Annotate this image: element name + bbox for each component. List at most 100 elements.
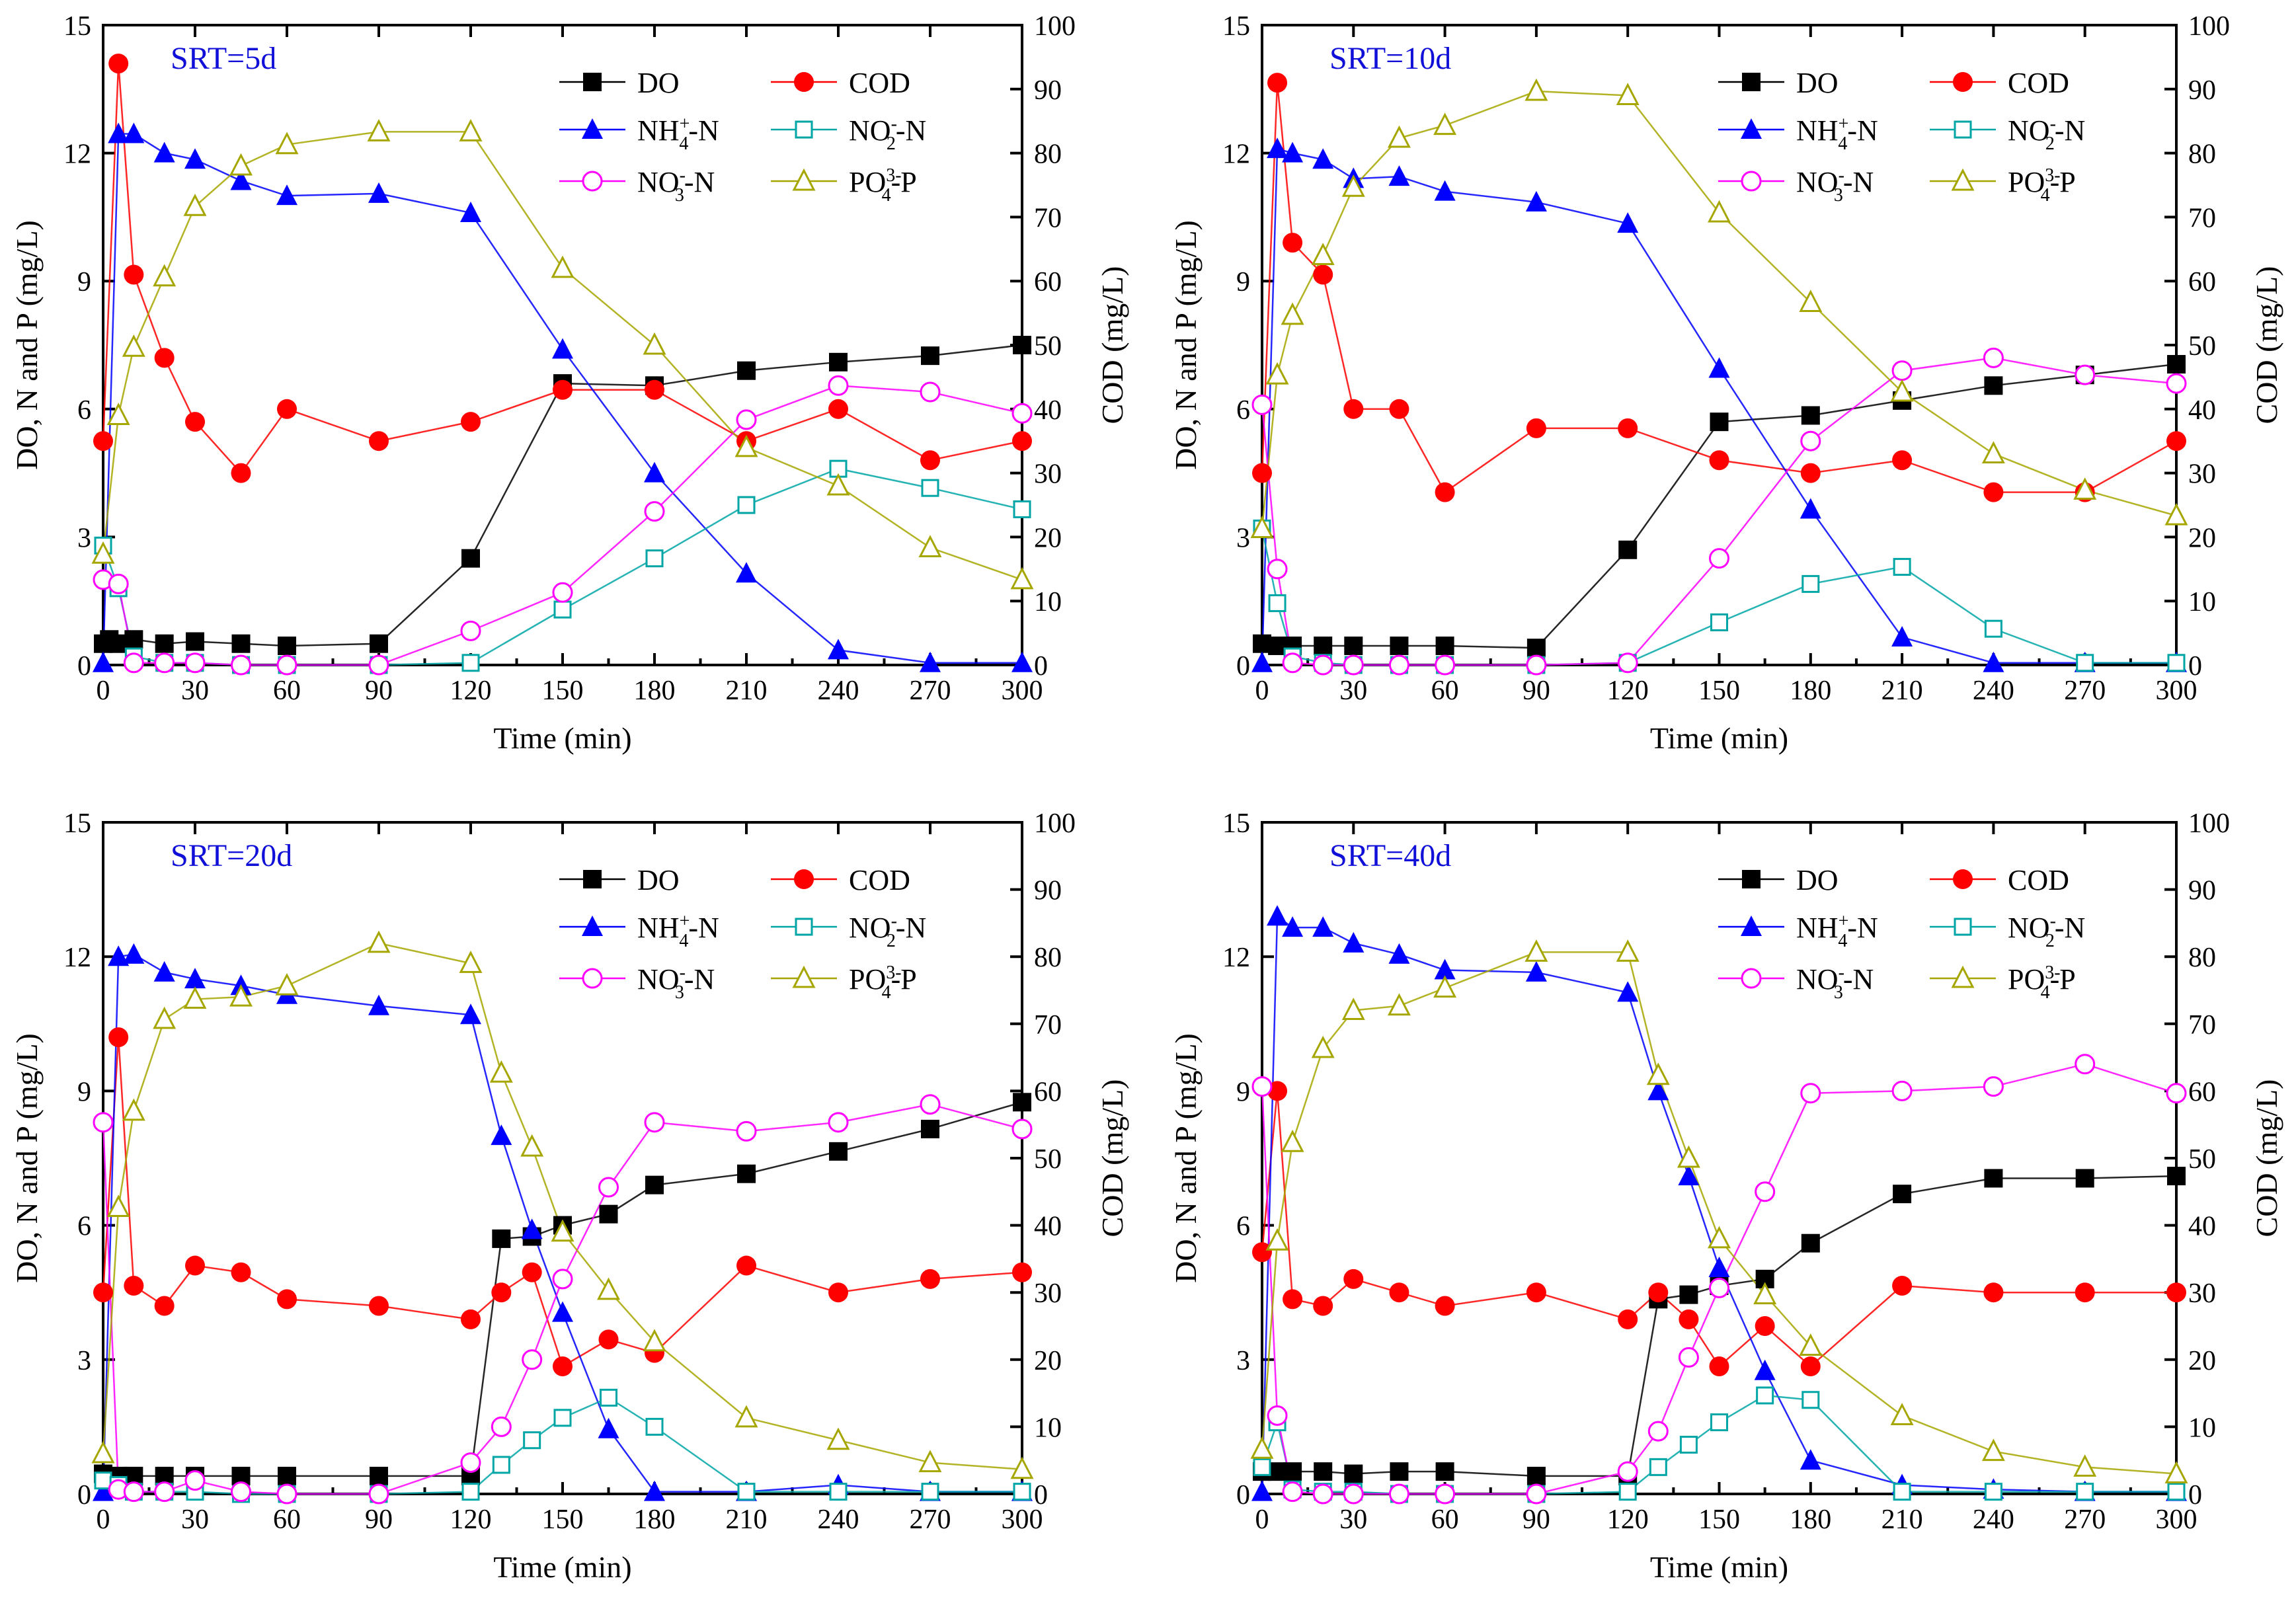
data-point-no3 [1282, 652, 1303, 674]
data-point-po4 [551, 255, 574, 278]
y2-tick-label: 20 [1034, 1346, 1062, 1376]
x-tick-label: 300 [1002, 676, 1043, 706]
data-point-cod [491, 1282, 512, 1303]
legend-main: NO [637, 963, 680, 996]
data-point-no2 [1253, 1458, 1271, 1476]
legend-main: PO [2008, 166, 2045, 198]
data-point-po4 [275, 132, 299, 155]
data-point-nh4 [1011, 651, 1033, 672]
x-tick-label: 150 [542, 1505, 584, 1535]
y2-tick-label: 10 [1034, 587, 1062, 617]
x-tick-label: 270 [910, 676, 951, 706]
legend-label-no3: NO-3-N [1796, 165, 1874, 206]
y-tick-label: 15 [1222, 808, 1250, 839]
data-point-cod [828, 399, 848, 419]
y-tick-label: 9 [77, 1077, 91, 1107]
x-tick-label: 240 [818, 676, 859, 706]
data-point-do [1390, 1462, 1409, 1481]
y2-tick-label: 40 [2188, 1212, 2216, 1242]
data-point-po4 [551, 1219, 574, 1242]
x-tick-label: 90 [365, 1505, 393, 1535]
data-point-po4 [91, 541, 115, 564]
data-point-nh4 [368, 994, 389, 1015]
data-point-cod [1892, 450, 1913, 471]
y2-tick-label: 10 [1034, 1413, 1062, 1443]
y2-tick-label: 40 [2188, 395, 2216, 426]
data-point-nh4 [1708, 357, 1730, 378]
data-point-cod [461, 1309, 481, 1329]
data-point-po4 [91, 1440, 115, 1464]
data-point-cod [1648, 1282, 1669, 1303]
data-point-po4 [918, 535, 942, 558]
legend-sup: 3- [886, 165, 901, 186]
legend-sub: 2 [2045, 134, 2055, 154]
data-point-nh4 [1282, 141, 1304, 163]
data-point-no3 [276, 1483, 297, 1505]
legend-suffix: -P [2050, 963, 2076, 996]
data-point-no3 [2075, 364, 2096, 385]
legend-main: DO [1796, 67, 1839, 99]
data-point-po4 [1616, 939, 1640, 962]
data-point-nh4 [1312, 148, 1334, 169]
legend-suffix: -N [688, 114, 719, 147]
legend-label-no2: NO-2-N [849, 114, 926, 154]
legend-main: PO [2008, 963, 2045, 996]
legend-sup: - [2050, 114, 2056, 134]
legend-marker-po4 [1951, 965, 1975, 988]
data-point-nh4 [1525, 960, 1547, 982]
y2-tick-label: 80 [2188, 139, 2216, 170]
x-axis-title: Time (min) [1650, 721, 1788, 755]
data-point-cod [231, 463, 251, 483]
legend-main: NH [1796, 912, 1839, 944]
data-point-do [1526, 639, 1546, 658]
data-point-no3 [1755, 1181, 1776, 1202]
data-point-nh4 [598, 1417, 619, 1438]
x-tick-label: 30 [181, 676, 209, 706]
data-point-po4 [1981, 441, 2005, 464]
data-point-no3 [736, 1120, 757, 1142]
data-point-po4 [1311, 243, 1335, 265]
y2-tick-label: 70 [1034, 203, 1062, 233]
data-point-nh4 [736, 562, 757, 583]
data-point-cod [1267, 73, 1288, 93]
data-point-no3 [1011, 403, 1033, 424]
legend-marker-nh4 [582, 118, 603, 139]
y2-tick-label: 100 [1034, 11, 1076, 42]
data-point-cod [124, 264, 144, 285]
y2-tick-label: 90 [2188, 75, 2216, 106]
data-point-do [278, 636, 296, 655]
data-point-no3 [1891, 1080, 1913, 1101]
data-point-no2 [1801, 574, 1820, 593]
data-point-cod [369, 431, 389, 451]
y2-axis-title: COD (mg/L) [2250, 1079, 2283, 1237]
y2-axis-title: COD (mg/L) [2250, 266, 2283, 424]
legend-main: NO [2008, 114, 2050, 147]
y-axis-title: DO, N and P (mg/L) [10, 220, 44, 470]
data-point-no2 [492, 1456, 510, 1474]
legend-main: NH [637, 114, 680, 147]
legend-sub: 4 [679, 931, 688, 951]
x-tick-label: 0 [97, 676, 110, 706]
x-tick-label: 240 [818, 1505, 859, 1535]
data-point-po4 [1281, 1130, 1304, 1152]
data-point-po4 [367, 930, 391, 953]
data-point-no3 [1526, 1483, 1547, 1505]
y2-tick-label: 50 [1034, 1144, 1062, 1175]
legend-label-po4: PO3-4-P [849, 165, 917, 206]
legend-main: NO [849, 912, 891, 944]
data-point-no3 [491, 1416, 512, 1437]
y2-tick-label: 0 [2188, 651, 2202, 682]
y2-tick-label: 70 [2188, 1010, 2216, 1040]
legend-main: NO [637, 166, 680, 198]
legend-sub: 3 [675, 982, 684, 1003]
legend-sub: 4 [1838, 931, 1847, 951]
y2-tick-label: 0 [1034, 651, 1048, 682]
data-point-do [1344, 636, 1363, 655]
data-point-no2 [94, 1471, 112, 1490]
x-tick-label: 0 [1255, 1505, 1269, 1535]
x-tick-label: 270 [2064, 676, 2106, 706]
data-point-do [461, 549, 480, 568]
legend-label-nh4: NH+ 4-N [1796, 114, 1878, 154]
data-point-cod [2075, 1282, 2095, 1303]
